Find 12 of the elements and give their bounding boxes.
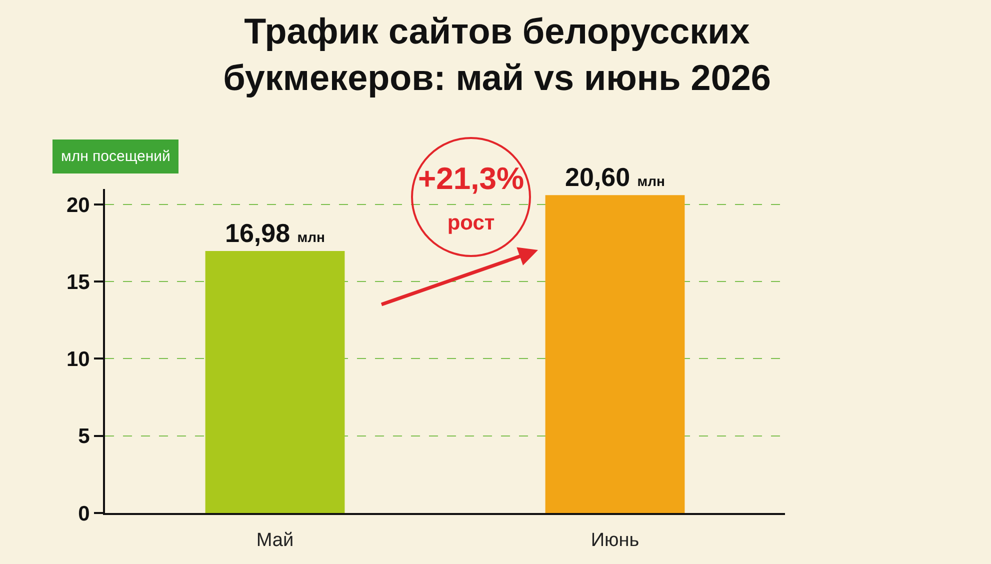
annotation: +21,3% рост — [418, 161, 524, 234]
y-tick-label: 15 — [66, 270, 90, 294]
y-tick-label: 0 — [78, 502, 90, 526]
x-tick-label: Июнь — [590, 530, 640, 551]
data-label: 16,98 млн — [224, 218, 326, 248]
y-tick-label: 10 — [66, 348, 90, 372]
y-tick-label: 20 — [66, 194, 90, 217]
data-label: 20,60 млн — [564, 162, 666, 192]
y-tick-label: 5 — [78, 425, 90, 448]
y-axis-title: млн посещений — [61, 148, 170, 165]
x-tick-label: Май — [256, 530, 294, 551]
chart-title: Трафик сайтов белорусских букмекеров: май vs июнь 2026 — [223, 10, 771, 98]
